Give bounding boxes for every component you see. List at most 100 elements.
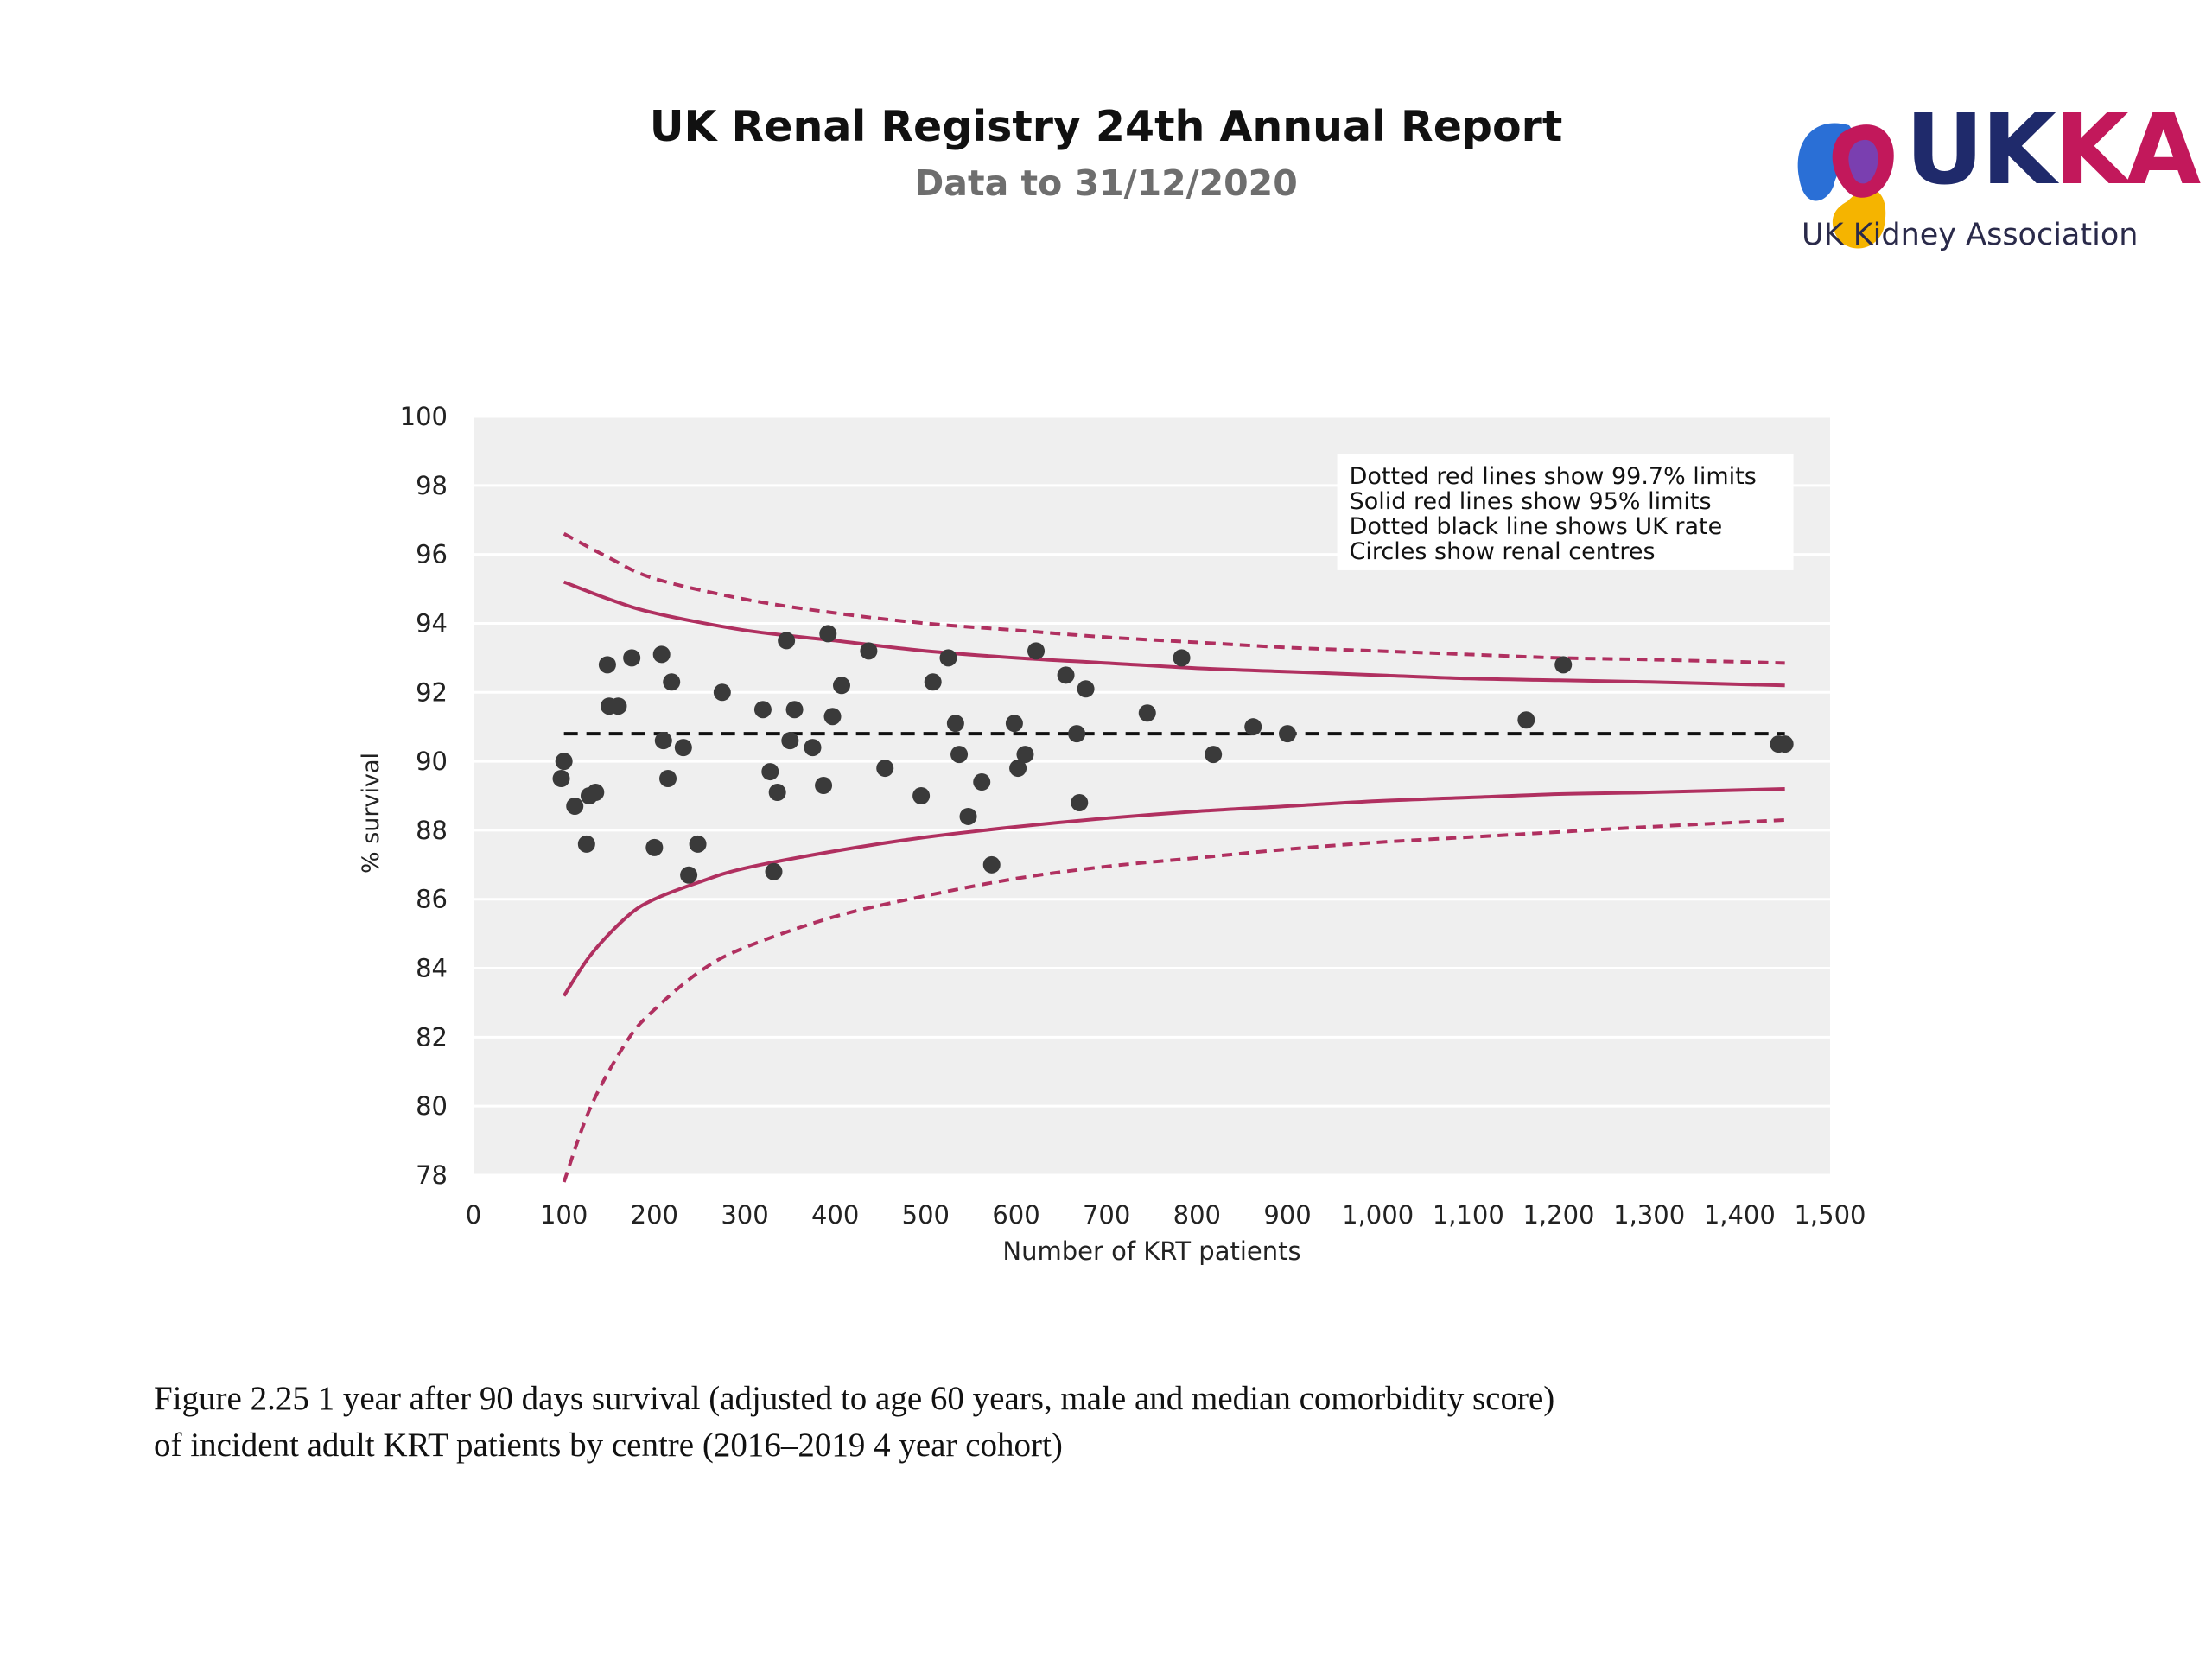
renal-centre-point [680, 866, 698, 884]
renal-centre-point [1005, 715, 1023, 733]
y-tick-label: 80 [416, 1091, 448, 1121]
renal-centre-point [939, 649, 957, 667]
renal-centre-point [761, 763, 779, 781]
x-tick-label: 400 [811, 1200, 859, 1230]
renal-centre-point [823, 708, 842, 726]
renal-centre-point [555, 753, 573, 771]
x-tick-label: 600 [992, 1200, 1039, 1230]
legend-line: Dotted black line shows UK rate [1350, 513, 1723, 540]
x-tick-label: 800 [1173, 1200, 1221, 1230]
upper-95-limit-line [563, 580, 1785, 688]
renal-centre-point [598, 656, 616, 674]
renal-centre-point [973, 773, 991, 791]
legend-line: Solid red lines show 95% limits [1350, 488, 1712, 515]
y-tick-label: 92 [416, 677, 448, 707]
renal-centre-point [654, 732, 672, 750]
renal-centre-point [1071, 793, 1089, 811]
renal-centre-point [1138, 704, 1156, 722]
renal-centre-point [959, 807, 977, 825]
renal-centre-point [577, 835, 595, 853]
renal-centre-point [876, 760, 894, 778]
y-tick-label: 88 [416, 816, 448, 845]
x-tick-label: 500 [902, 1200, 950, 1230]
renal-centre-point [768, 784, 786, 802]
logo-subtitle: UK Kidney Association [1802, 218, 2139, 252]
report-title: UK Renal Registry 24th Annual Report [649, 102, 1563, 151]
x-tick-label: 700 [1083, 1200, 1130, 1230]
renal-centre-point [1517, 711, 1535, 729]
x-tick-label: 1,300 [1613, 1200, 1685, 1230]
renal-centre-point [587, 784, 605, 802]
upper-99-7-limit-line [563, 531, 1785, 665]
ukka-logo-mark-icon [1797, 123, 1894, 249]
renal-centre-point [609, 697, 627, 715]
renal-centre-point [713, 683, 731, 702]
caption-line-1: Figure 2.25 1 year after 90 days surviva… [154, 1380, 1555, 1417]
renal-centre-point [689, 835, 707, 853]
renal-centre-point [652, 645, 671, 664]
x-tick-label: 1,100 [1433, 1200, 1504, 1230]
survival-funnel-chart: 78 80 82 84 86 88 90 92 94 96 98 100 0 100 200 300 400 50… [358, 402, 1866, 1266]
renal-centre-point [950, 746, 969, 764]
renal-centre-point [946, 715, 964, 733]
y-tick-label: 90 [416, 747, 448, 776]
renal-centre-point [815, 777, 833, 795]
lower-99-7-limit-line [562, 817, 1785, 1183]
legend-line: Dotted red lines show 99.7% limits [1350, 463, 1757, 490]
y-tick-label: 98 [416, 471, 448, 500]
renal-centre-point [1279, 725, 1296, 743]
logo-ka-text: KA [2053, 94, 2201, 207]
renal-centre-point [765, 862, 783, 880]
y-tick-label: 96 [416, 540, 448, 569]
renal-centre-point [924, 673, 942, 691]
renal-centre-point [566, 797, 584, 815]
renal-centre-point [912, 787, 931, 804]
y-tick-label: 78 [416, 1160, 448, 1190]
x-tick-label: 1,000 [1342, 1200, 1414, 1230]
x-tick-label: 1,400 [1704, 1200, 1776, 1230]
renal-centre-point [659, 770, 677, 788]
renal-centre-point [1173, 649, 1191, 667]
renal-centre-point [645, 838, 664, 856]
renal-centre-point [832, 677, 850, 695]
renal-centre-point [1027, 642, 1046, 660]
logo-yellow-petal [1832, 188, 1886, 249]
y-axis-label: % survival [358, 753, 385, 874]
x-tick-label: 1,500 [1794, 1200, 1866, 1230]
logo-purple-petal [1848, 139, 1878, 184]
renal-centre-point [785, 701, 804, 719]
renal-centre-point [1244, 718, 1262, 736]
x-tick-label: 900 [1263, 1200, 1311, 1230]
renal-centre-point [804, 739, 822, 757]
renal-centre-point [819, 625, 837, 643]
renal-centre-point [1009, 760, 1027, 778]
x-tick-label: 1,200 [1522, 1200, 1594, 1230]
y-tick-label: 82 [416, 1022, 448, 1052]
renal-centre-point [778, 632, 796, 650]
y-tick-label: 84 [416, 954, 448, 983]
x-tick-label: 0 [466, 1200, 481, 1230]
renal-centre-point [663, 673, 681, 691]
renal-centre-point [1205, 746, 1223, 764]
x-tick-label: 100 [540, 1200, 588, 1230]
logo-wordmark: UKKA [1905, 102, 2201, 199]
x-tick-label: 300 [721, 1200, 768, 1230]
legend-box [1337, 454, 1794, 570]
logo-uk-text: UK [1905, 94, 2056, 207]
renal-centre-point [781, 732, 799, 750]
y-tick-label: 86 [416, 885, 448, 914]
caption-line-2: of incident adult KRT patients by centre… [154, 1427, 1063, 1464]
x-tick-label: 200 [631, 1200, 678, 1230]
lower-95-limit-line [562, 787, 1785, 997]
x-axis-label: Number of KRT patients [1002, 1236, 1300, 1266]
y-tick-label: 100 [400, 402, 448, 431]
renal-centre-point [982, 855, 1001, 874]
renal-centre-point [1068, 725, 1086, 743]
renal-centre-point [753, 701, 772, 719]
y-tick-label: 94 [416, 608, 448, 638]
renal-centre-point [552, 770, 570, 788]
legend-line: Circles show renal centres [1350, 538, 1656, 565]
renal-centre-point [623, 649, 641, 667]
renal-centre-point [1554, 656, 1573, 674]
report-subtitle: Data to 31/12/2020 [914, 162, 1298, 204]
